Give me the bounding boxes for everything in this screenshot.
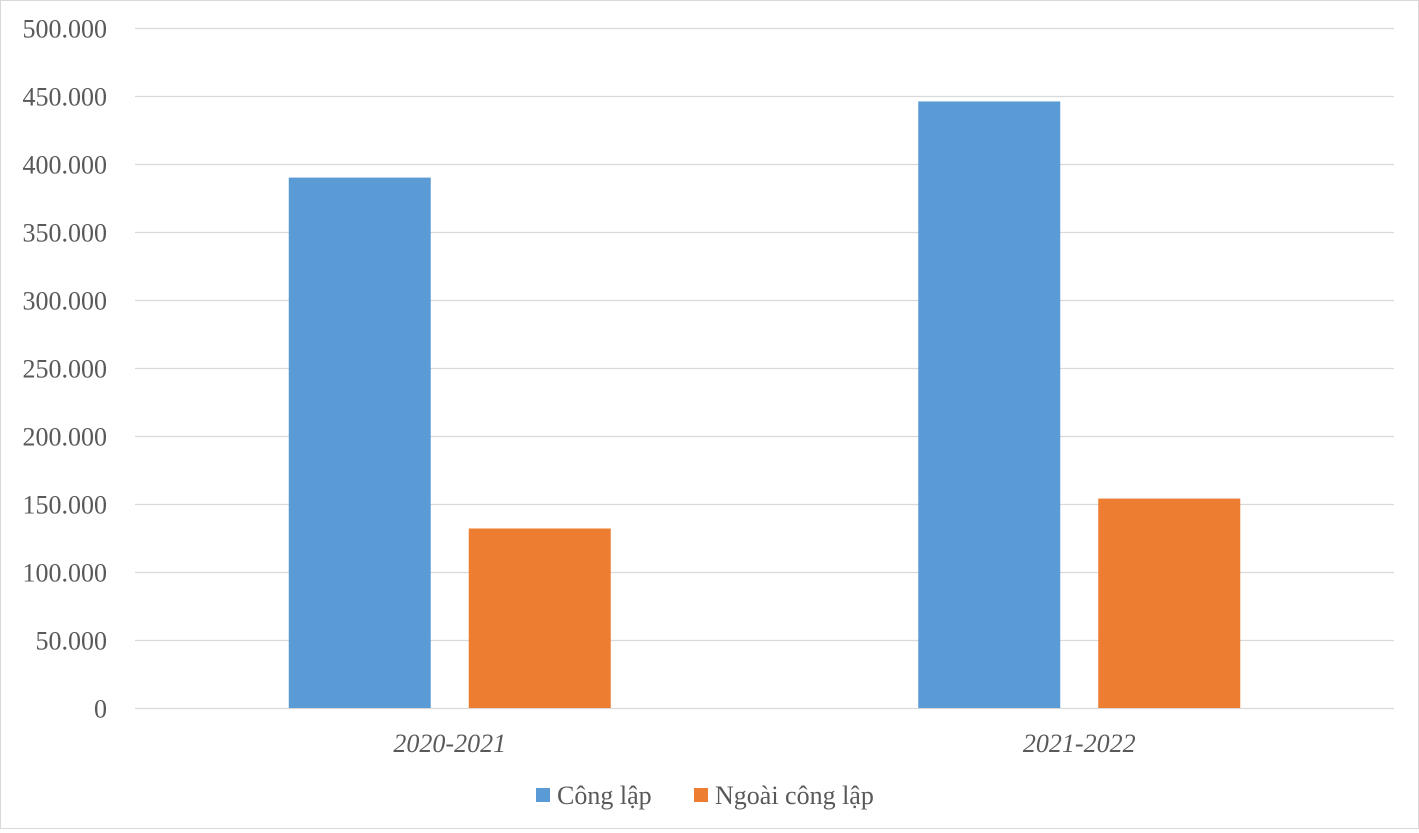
legend-swatch bbox=[536, 788, 550, 802]
y-tick-label: 250.000 bbox=[23, 355, 108, 384]
y-tick-label: 0 bbox=[94, 695, 107, 724]
legend-label: Ngoài công lập bbox=[715, 781, 874, 810]
y-tick-label: 50.000 bbox=[36, 627, 108, 656]
y-tick-label: 200.000 bbox=[23, 423, 108, 452]
legend: Công lập Ngoài công lập bbox=[536, 781, 874, 810]
legend-label: Công lập bbox=[557, 781, 652, 810]
bar-ngoai-cong-lap-2021-2022 bbox=[1098, 498, 1241, 708]
y-tick-label: 450.000 bbox=[23, 83, 108, 112]
y-axis-tick-labels: 0 50.000 100.000 150.000 200.000 250.000 300.0… bbox=[23, 15, 108, 724]
y-tick-label: 300.000 bbox=[23, 287, 108, 316]
bar-cong-lap-2021-2022 bbox=[918, 101, 1061, 708]
y-tick-label: 400.000 bbox=[23, 151, 108, 180]
y-tick-label: 100.000 bbox=[23, 559, 108, 588]
x-category-label: 2020-2021 bbox=[393, 729, 506, 758]
bar-cong-lap-2020-2021 bbox=[288, 177, 431, 709]
y-tick-label: 500.000 bbox=[23, 15, 108, 44]
bar-ngoai-cong-lap-2020-2021 bbox=[468, 528, 611, 708]
y-tick-label: 350.000 bbox=[23, 219, 108, 248]
bars bbox=[288, 101, 1241, 709]
x-axis-category-labels: 2020-2021 2021-2022 bbox=[393, 729, 1135, 758]
y-tick-label: 150.000 bbox=[23, 491, 108, 520]
legend-swatch bbox=[694, 788, 708, 802]
x-category-label: 2021-2022 bbox=[1023, 729, 1136, 758]
